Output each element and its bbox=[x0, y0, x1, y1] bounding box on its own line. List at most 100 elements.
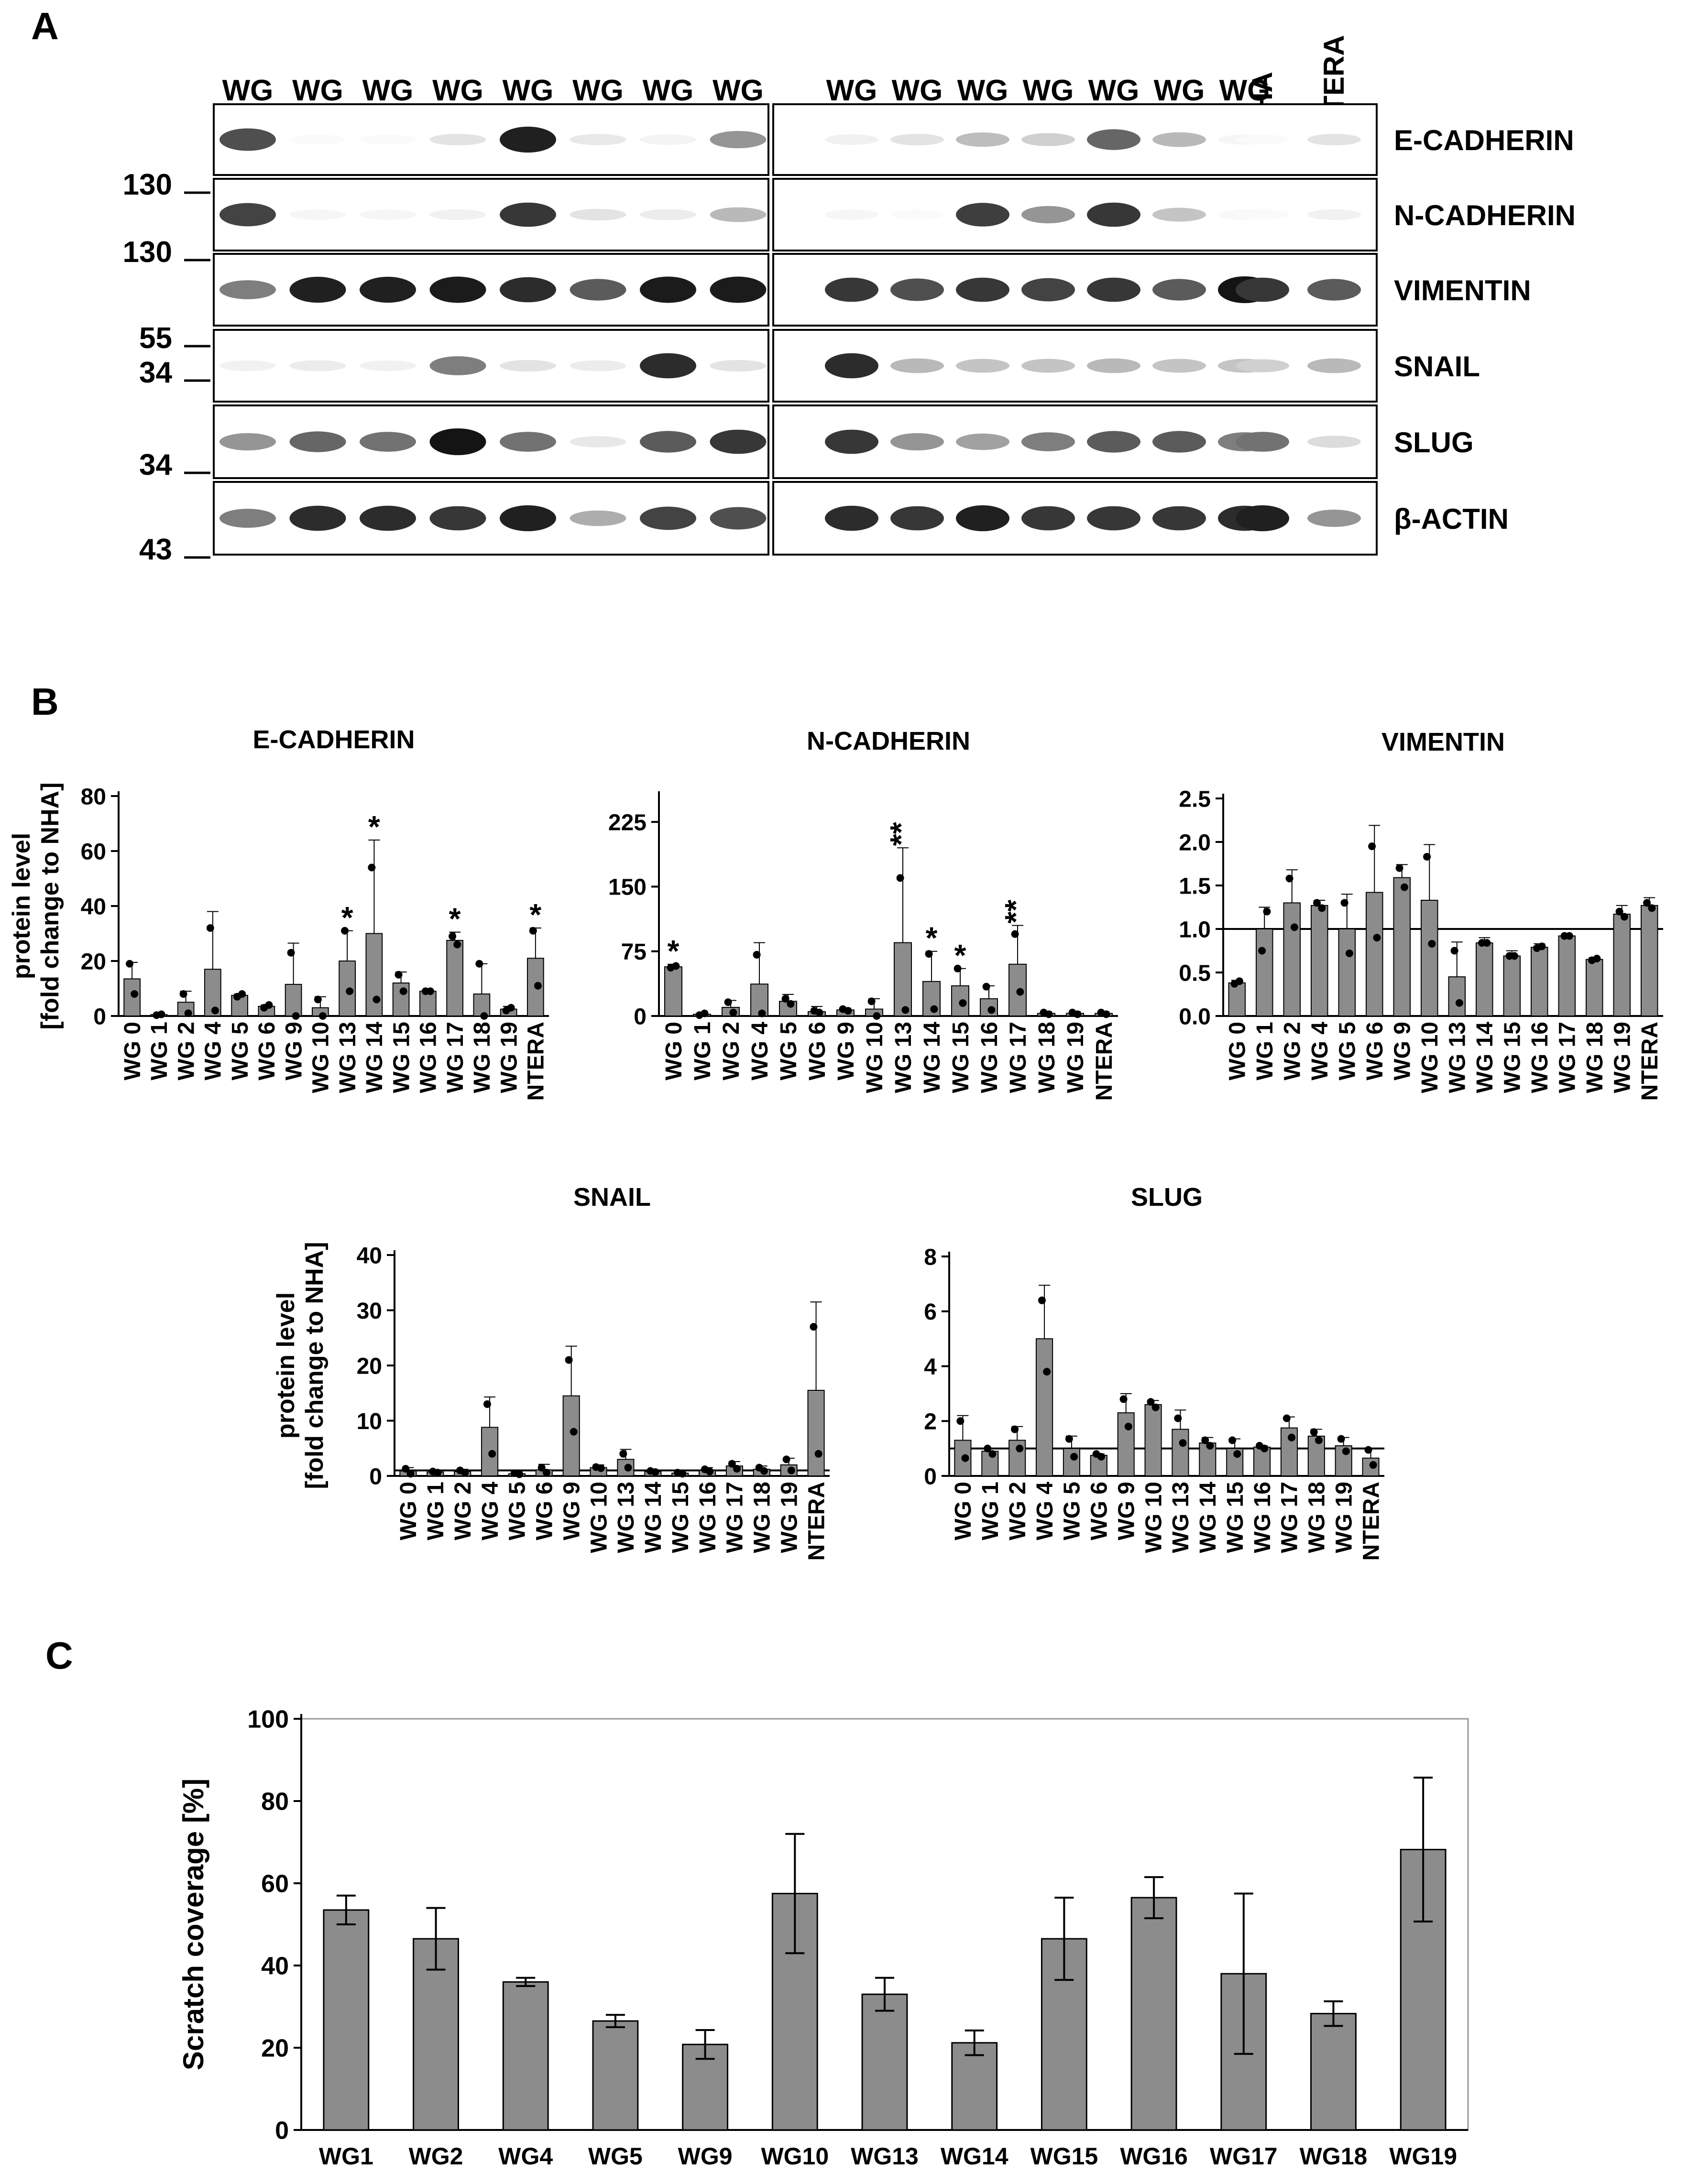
data-point bbox=[867, 997, 876, 1005]
blot-band bbox=[570, 134, 626, 145]
lane-label-top: WG bbox=[643, 74, 694, 107]
x-tick-label: WG 13 bbox=[1168, 1482, 1194, 1553]
x-tick-label: WG 13 bbox=[614, 1482, 639, 1553]
data-point bbox=[1310, 1428, 1318, 1436]
data-point bbox=[810, 1323, 818, 1331]
x-tick-label: WG 16 bbox=[695, 1482, 721, 1553]
y-tick-label: 8 bbox=[924, 1245, 937, 1270]
bar bbox=[365, 933, 383, 1016]
data-point bbox=[1400, 883, 1408, 891]
data-point bbox=[1119, 1395, 1128, 1403]
significance-marker: * bbox=[926, 921, 938, 955]
x-tick-label: WG 18 bbox=[750, 1482, 775, 1553]
data-point bbox=[728, 1460, 736, 1468]
blot-band bbox=[1021, 432, 1075, 451]
bar bbox=[664, 966, 682, 1017]
x-tick-label: WG 15 bbox=[668, 1482, 693, 1553]
data-point bbox=[1395, 864, 1403, 872]
data-point bbox=[1201, 1436, 1209, 1444]
bar bbox=[1310, 2013, 1357, 2131]
blot-band bbox=[1152, 359, 1206, 373]
x-tick-label: WG 14 bbox=[362, 1022, 387, 1093]
protein-label: β-ACTIN bbox=[1394, 503, 1509, 535]
x-tick-label: WG 17 bbox=[1555, 1022, 1580, 1093]
data-point bbox=[565, 1356, 573, 1364]
data-point bbox=[406, 1470, 415, 1478]
data-point bbox=[1337, 1435, 1345, 1443]
bar bbox=[1448, 976, 1466, 1016]
x-tick-label: WG 0 bbox=[396, 1482, 421, 1540]
blot-band bbox=[219, 280, 276, 299]
x-tick-label: NTERA bbox=[1359, 1482, 1384, 1561]
data-point bbox=[507, 1004, 515, 1012]
bar bbox=[1036, 1338, 1053, 1476]
y-axis-label: [fold change to NHA] bbox=[36, 782, 64, 1029]
panel-label-a: A bbox=[31, 5, 59, 47]
data-point bbox=[399, 987, 407, 995]
data-point bbox=[126, 960, 134, 968]
y-tick-label: 10 bbox=[357, 1409, 382, 1434]
data-point bbox=[1102, 1010, 1110, 1018]
blot-band bbox=[429, 209, 486, 220]
y-tick-label: 75 bbox=[621, 939, 647, 965]
blot-band bbox=[289, 134, 346, 145]
x-tick-label: WG 16 bbox=[977, 1022, 1002, 1093]
x-tick-label: WG 13 bbox=[1445, 1022, 1470, 1093]
bar bbox=[1558, 935, 1576, 1017]
data-point bbox=[733, 1464, 741, 1473]
blot-band bbox=[289, 505, 346, 531]
blot-band bbox=[956, 203, 1009, 227]
x-tick-label: WG 14 bbox=[641, 1482, 666, 1553]
data-point bbox=[1261, 1444, 1269, 1452]
data-point bbox=[515, 1470, 524, 1478]
blot-band bbox=[710, 507, 767, 530]
x-tick-label: WG4 bbox=[498, 2143, 553, 2170]
x-tick-label: WG 9 bbox=[1390, 1022, 1415, 1081]
blot-band bbox=[1021, 278, 1075, 302]
blot-band bbox=[570, 279, 626, 301]
bar bbox=[502, 1981, 549, 2131]
y-tick-label: 40 bbox=[261, 1953, 289, 1980]
data-point bbox=[475, 960, 483, 968]
y-tick-label: 0.5 bbox=[1179, 961, 1211, 986]
data-point bbox=[314, 995, 322, 1004]
blot-band bbox=[956, 359, 1009, 373]
x-tick-label: WG 6 bbox=[1087, 1482, 1112, 1540]
blot-band bbox=[1087, 202, 1140, 227]
data-point bbox=[959, 999, 967, 1007]
data-point bbox=[1065, 1435, 1073, 1443]
data-point bbox=[873, 1012, 881, 1020]
bar bbox=[562, 1395, 580, 1476]
data-point bbox=[651, 1468, 659, 1476]
x-tick-label: WG 6 bbox=[254, 1022, 280, 1081]
blot-band bbox=[1152, 431, 1206, 453]
x-tick-label: WG 4 bbox=[478, 1482, 503, 1540]
blot-band bbox=[1236, 209, 1289, 220]
data-point bbox=[672, 962, 680, 970]
bar bbox=[1338, 928, 1356, 1016]
bar bbox=[1613, 914, 1631, 1017]
lane-label-top: WG bbox=[503, 74, 554, 107]
bar bbox=[1130, 1897, 1177, 2131]
chart-title: SNAIL bbox=[573, 1183, 651, 1212]
blot-band bbox=[429, 506, 486, 531]
blot-band bbox=[289, 209, 346, 220]
data-point bbox=[292, 1012, 300, 1020]
data-point bbox=[1593, 954, 1601, 962]
data-point bbox=[758, 1009, 766, 1017]
significance-marker: * bbox=[668, 934, 680, 968]
bar bbox=[1393, 877, 1411, 1016]
data-point bbox=[1206, 1441, 1214, 1450]
data-point bbox=[449, 932, 457, 940]
data-point bbox=[1313, 899, 1321, 907]
data-point bbox=[1124, 1422, 1132, 1431]
x-tick-label: WG 0 bbox=[661, 1022, 687, 1081]
lane-label-top: WG bbox=[1088, 74, 1140, 107]
blot-strips: E-CADHERIN 130 N-CADHERIN 130 VIMENTIN 55 SNAI… bbox=[123, 103, 1576, 566]
blot-band bbox=[640, 431, 696, 453]
significance-marker: ** bbox=[884, 822, 918, 846]
data-point bbox=[402, 1464, 410, 1473]
data-point bbox=[956, 1417, 965, 1425]
x-tick-label: WG 14 bbox=[920, 1022, 945, 1093]
y-tick-label: 20 bbox=[81, 949, 106, 974]
